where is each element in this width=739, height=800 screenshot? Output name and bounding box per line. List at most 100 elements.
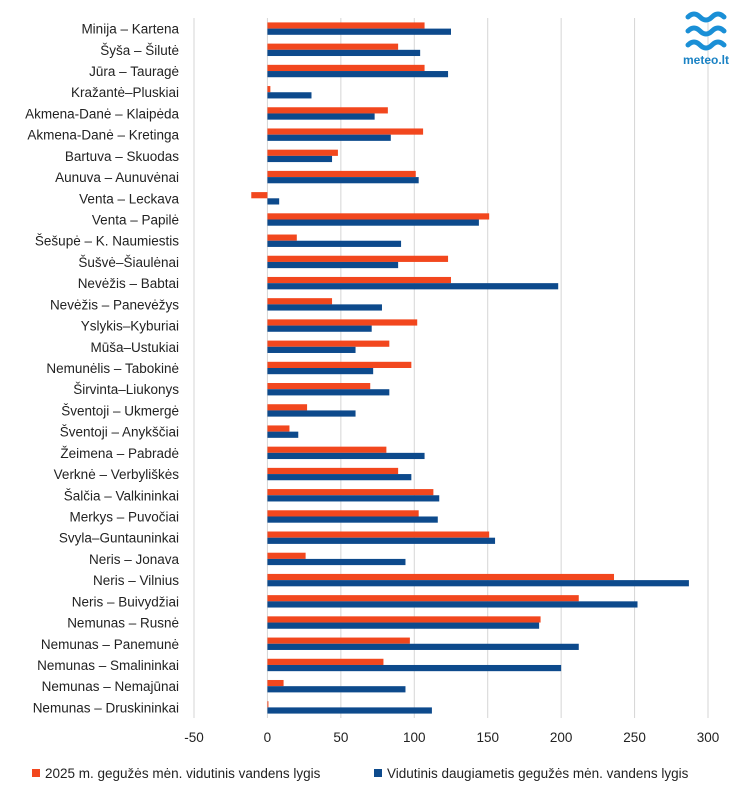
category-label: Neris – Buivydžiai (72, 594, 179, 609)
category-label: Nemunėlis – Tabokinė (46, 361, 179, 376)
category-label: Nemunas – Panemunė (41, 637, 179, 652)
bar-series-1 (267, 22, 425, 29)
category-label: Aunuva – Aunuvėnai (55, 170, 179, 185)
category-label: Šešupė – K. Naumiestis (35, 234, 179, 249)
category-label: Venta – Papilė (92, 213, 179, 228)
category-label: Yslykis–Kyburiai (81, 319, 179, 334)
bar-series-1 (267, 573, 615, 581)
bar-series-2 (267, 28, 451, 35)
bar-series-2 (267, 580, 689, 587)
category-label: Nevėžis – Panevėžys (50, 297, 179, 312)
x-tick-label: 100 (403, 730, 426, 745)
legend: 2025 m. gegužės mėn. vidutinis vandens l… (32, 766, 689, 781)
bar-series-2 (267, 198, 280, 205)
bar-series-2 (267, 261, 399, 269)
bar-series-1 (267, 701, 269, 708)
bar-series-2 (267, 431, 299, 438)
bar-series-1 (267, 383, 371, 390)
bar-series-1 (267, 170, 416, 178)
bar-series-1 (267, 340, 390, 347)
category-label: Nemunas – Nemajūnai (42, 679, 179, 694)
bar-series-2 (267, 92, 312, 99)
bars (251, 22, 689, 714)
logo-text: meteo.lt (683, 53, 729, 67)
category-label: Žeimena – Pabradė (60, 446, 179, 461)
bar-series-2 (267, 537, 496, 544)
category-label: Jūra – Tauragė (89, 64, 179, 79)
legend-label-series-2: Vidutinis daugiametis gegužės mėn. vande… (387, 766, 689, 781)
bar-series-1 (267, 658, 384, 665)
category-label: Šyša – Šilutė (100, 43, 179, 58)
bar-series-2 (267, 283, 559, 290)
category-label: Akmena-Danė – Kretinga (27, 128, 179, 143)
bar-series-2 (267, 410, 356, 417)
category-label: Šventoji – Ukmergė (61, 403, 179, 418)
bar-series-2 (267, 134, 391, 141)
category-label: Mūša–Ustukiai (90, 340, 179, 355)
waves-icon (685, 11, 727, 51)
bar-series-1 (267, 425, 290, 432)
category-label: Šalčia – Valkininkai (64, 488, 179, 503)
category-label: Bartuva – Skuodas (65, 149, 179, 164)
category-labels: Minija – Kartena Šyša – Šilutė Jūra – Taur… (25, 22, 179, 716)
category-label: Venta – Leckava (79, 191, 179, 206)
bar-series-2 (267, 474, 412, 481)
legend-label-series-1: 2025 m. gegužės mėn. vidutinis vandens l… (45, 766, 321, 781)
bar-series-2 (267, 325, 372, 332)
bar-series-1 (267, 43, 399, 50)
x-tick-label: 0 (264, 730, 272, 745)
bar-series-2 (267, 558, 406, 566)
bar-series-1 (267, 637, 410, 644)
category-label: Neris – Jonava (89, 552, 180, 567)
bar-series-1 (267, 446, 387, 453)
bar-series-1 (267, 552, 306, 559)
bar-series-2 (267, 495, 440, 502)
bar-series-1 (267, 404, 308, 411)
bar-series-1 (267, 234, 297, 241)
bar-series-1 (267, 510, 419, 517)
bar-series-1 (267, 213, 490, 220)
bar-series-2 (267, 113, 375, 120)
bar-series-1 (267, 276, 451, 284)
x-tick-label: 150 (476, 730, 499, 745)
category-label: Kražantė–Pluskiai (71, 85, 179, 100)
bar-series-2 (267, 707, 432, 714)
bar-series-2 (267, 664, 562, 672)
bar-series-2 (267, 71, 449, 78)
legend-swatch-series-2 (374, 769, 382, 777)
bar-series-2 (267, 219, 479, 226)
bar-series-1 (267, 616, 541, 623)
bar-series-1 (267, 679, 284, 687)
bar-series-1 (251, 192, 268, 199)
category-label: Neris – Vilnius (93, 573, 179, 588)
bar-series-1 (267, 489, 434, 496)
bar-series-2 (267, 601, 638, 608)
bar-series-2 (267, 155, 333, 163)
category-label: Nevėžis – Babtai (78, 276, 179, 291)
bar-series-1 (267, 319, 418, 326)
category-label: Nemunas – Rusnė (67, 616, 179, 631)
category-label: Šušvė–Šiaulėnai (78, 255, 179, 270)
category-label: Šventoji – Anykščiai (60, 425, 179, 440)
bar-series-1 (267, 298, 333, 305)
x-tick-label: 200 (550, 730, 573, 745)
bar-series-2 (267, 304, 382, 311)
category-label: Nemunas – Druskininkai (33, 700, 179, 715)
bar-series-1 (267, 255, 449, 262)
bar-series-2 (267, 643, 579, 650)
bar-series-1 (267, 595, 579, 602)
category-label: Akmena-Danė – Klaipėda (25, 106, 179, 121)
x-tick-label: 300 (697, 730, 720, 745)
x-tick-label: 250 (623, 730, 646, 745)
bar-series-2 (267, 346, 356, 353)
x-tick-label: 50 (333, 730, 348, 745)
bar-series-2 (267, 368, 374, 375)
bar-series-1 (267, 128, 424, 135)
category-label: Širvinta–Liukonys (73, 382, 179, 397)
bar-series-2 (267, 452, 425, 460)
category-label: Minija – Kartena (81, 22, 179, 37)
legend-swatch-series-1 (32, 769, 40, 777)
bar-series-2 (267, 622, 540, 629)
bar-series-2 (267, 686, 406, 693)
